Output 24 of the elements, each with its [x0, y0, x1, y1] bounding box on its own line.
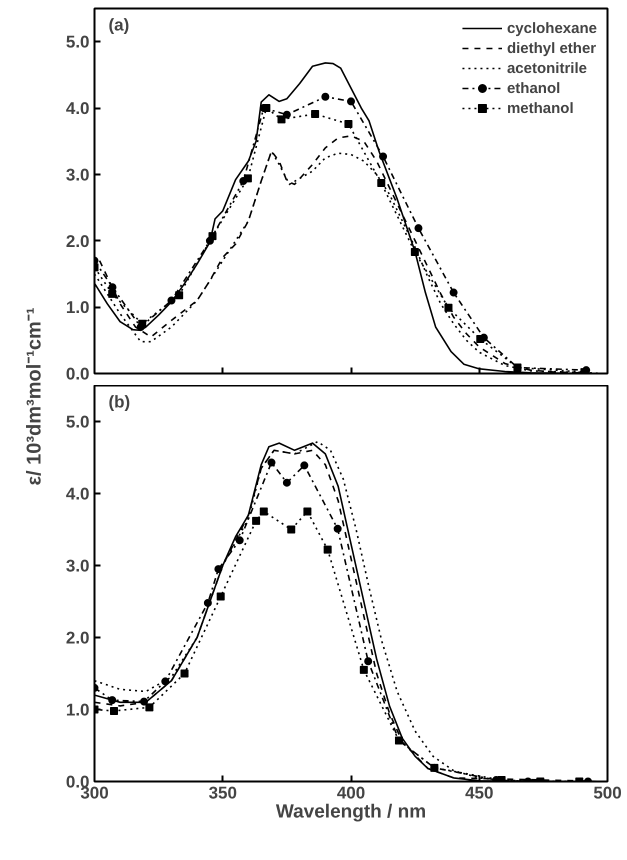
annotation: (a) — [108, 16, 130, 34]
legend-label: diethyl ether — [506, 40, 596, 56]
x-axis-title: Wavelength / nm — [276, 802, 426, 822]
y-tick-label: 1.0 — [66, 700, 90, 720]
legend-label: ethanol — [506, 80, 560, 96]
y-tick-label: 2.0 — [66, 628, 90, 648]
y-tick-label: 5.0 — [66, 412, 90, 432]
x-tick-label: 350 — [208, 784, 237, 802]
annotation: (b) — [108, 392, 130, 412]
y-tick-label: 1.0 — [66, 298, 90, 318]
y-tick-label: 0.0 — [66, 364, 90, 384]
y-tick-label: 4.0 — [66, 99, 90, 118]
legend-label: acetonitrile — [506, 60, 587, 76]
legend-label: methanol — [506, 100, 574, 116]
x-tick-label: 500 — [593, 784, 622, 802]
legend-label: cyclohexane — [506, 20, 597, 36]
y-tick-label: 2.0 — [66, 232, 90, 251]
y-tick-label: 4.0 — [66, 484, 90, 504]
x-tick-label: 450 — [465, 784, 494, 802]
y-tick-label: 3.0 — [66, 556, 90, 576]
y-tick-label: 3.0 — [66, 165, 90, 184]
x-tick-label: 400 — [336, 784, 366, 802]
y-axis-title: ε/ 10³dm³mol⁻¹cm⁻¹ — [24, 307, 46, 486]
y-tick-label: 5.0 — [66, 32, 90, 52]
